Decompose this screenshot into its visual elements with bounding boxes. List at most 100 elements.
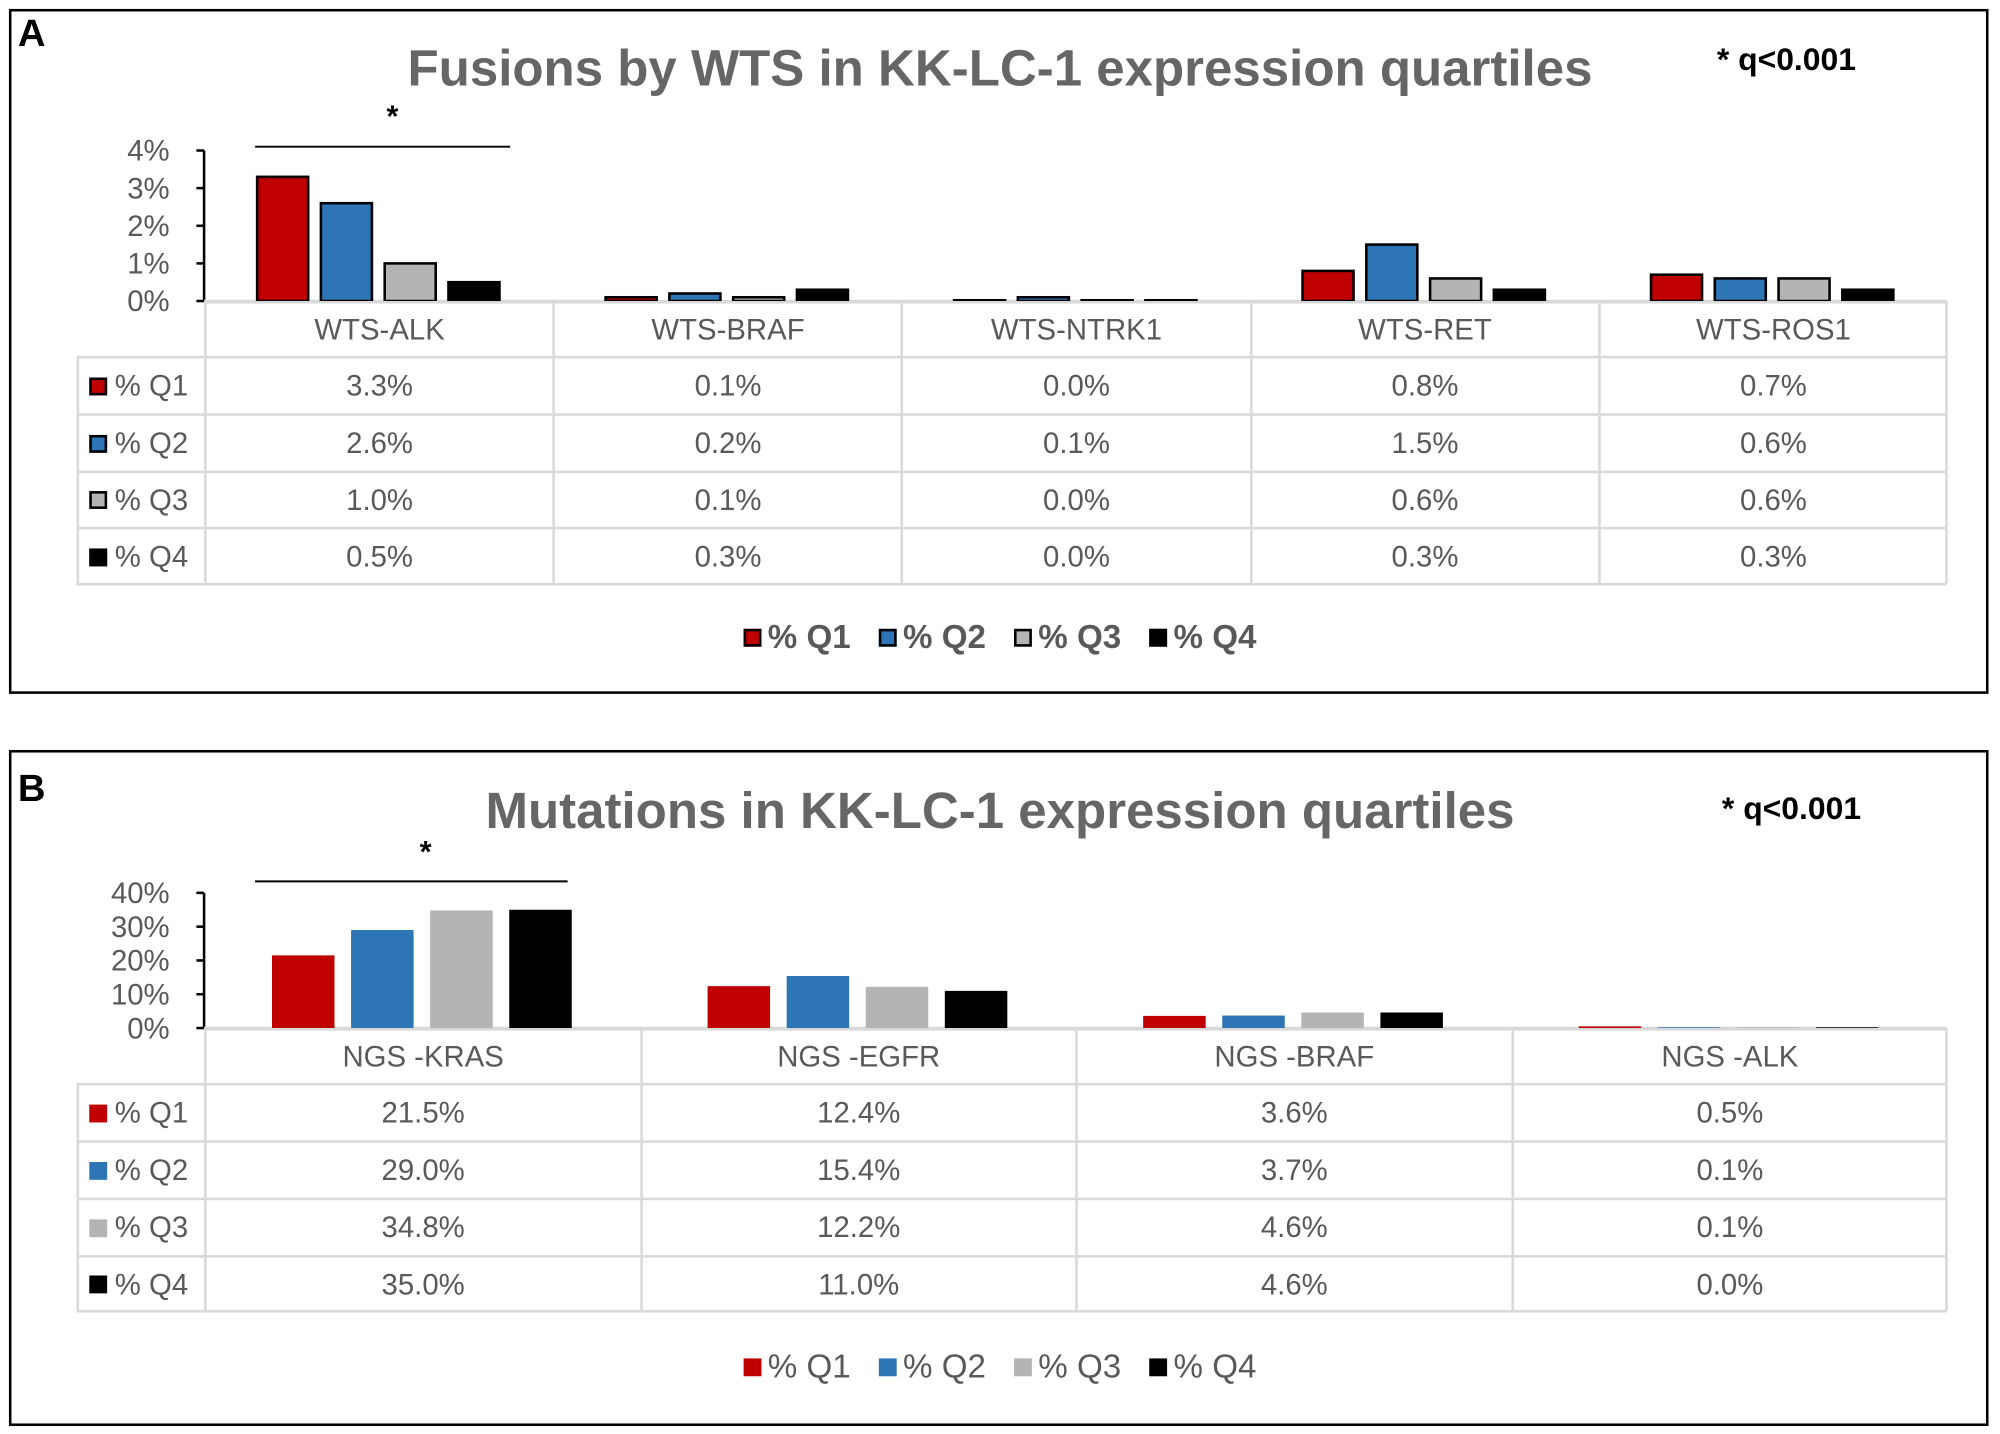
panel-b-bar-q2-2 bbox=[1222, 1015, 1285, 1029]
legend-label: % Q1 bbox=[767, 1346, 851, 1386]
panel-b-y-tick-label: 30% bbox=[111, 911, 170, 944]
panel-a-row-label-text: % Q1 bbox=[114, 368, 189, 402]
panel-b-bar-q2-1 bbox=[786, 975, 850, 1029]
panel-a-y-tick-label: 4% bbox=[127, 135, 169, 168]
panel-b-data-label: 34.8% bbox=[204, 1197, 640, 1256]
panel-b-data-label-text: 0.0% bbox=[1696, 1267, 1764, 1301]
panel-a-data-label: 2.6% bbox=[204, 413, 553, 471]
panel-b-category-label-text: NGS -EGFR bbox=[777, 1039, 941, 1073]
panel-a-row-label: % Q2 bbox=[76, 413, 205, 471]
panel-a-bar-q1-0 bbox=[255, 175, 310, 303]
panel-a-title: Fusions by WTS in KK-LC-1 expression qua… bbox=[407, 40, 1593, 97]
panel-a-frame bbox=[8, 8, 1989, 694]
panel-a-data-label: 0.3% bbox=[1597, 526, 1947, 585]
panel-b-bar-q2-0 bbox=[351, 930, 414, 1029]
panel-b-category-label: NGS -ALK bbox=[1510, 1028, 1947, 1083]
panel-b-category-label: NGS -BRAF bbox=[1075, 1028, 1511, 1083]
panel-b-bar-q3-1 bbox=[865, 986, 929, 1029]
panel-b-category-label: NGS -EGFR bbox=[639, 1028, 1076, 1083]
panel-a-data-label-text: 0.5% bbox=[346, 539, 414, 573]
panel-b-data-label: 0.1% bbox=[1510, 1197, 1947, 1256]
panel-a-annotation: * q<0.001 bbox=[1716, 42, 1856, 78]
panel-a-category-label: WTS-RET bbox=[1249, 301, 1598, 356]
panel-a-y-tick-label: 0% bbox=[127, 285, 169, 318]
panel-b-data-label: 12.2% bbox=[639, 1197, 1076, 1256]
panel-a-data-label: 0.8% bbox=[1249, 355, 1598, 414]
panel-b-data-label: 15.4% bbox=[639, 1140, 1076, 1198]
panel-a-data-label: 0.2% bbox=[552, 413, 901, 471]
panel-b-data-label: 35.0% bbox=[204, 1255, 640, 1312]
panel-a-data-label: 1.0% bbox=[204, 470, 553, 527]
panel-a-bar-q1-3 bbox=[1301, 269, 1355, 303]
panel-b-row-label-text: % Q3 bbox=[114, 1210, 189, 1244]
panel-b-bar-q4-1 bbox=[944, 990, 1008, 1029]
panel-b-row-swatch-icon bbox=[89, 1218, 108, 1237]
panel-a-category-label-text: WTS-ALK bbox=[314, 312, 445, 346]
panel-a-data-label: 3.3% bbox=[204, 355, 553, 414]
legend-label: % Q4 bbox=[1173, 617, 1257, 656]
panel-a-category-label: WTS-NTRK1 bbox=[901, 301, 1250, 356]
panel-b-y-tick-label: 20% bbox=[111, 945, 170, 978]
panel-b-data-label-text: 15.4% bbox=[817, 1153, 901, 1187]
panel-a-legend-item-q1: % Q1 bbox=[743, 617, 851, 657]
panel-a-row-label: % Q3 bbox=[76, 470, 205, 527]
panel-b-legend-item-q4: % Q4 bbox=[1149, 1347, 1256, 1387]
panel-a-category-label-text: WTS-BRAF bbox=[651, 312, 805, 346]
panel-a-data-label-text: 0.7% bbox=[1740, 368, 1807, 402]
panel-b-data-label-text: 0.5% bbox=[1696, 1095, 1764, 1129]
panel-a-category-label: WTS-ROS1 bbox=[1597, 301, 1947, 356]
legend-swatch-icon bbox=[743, 1357, 762, 1376]
legend-label: % Q2 bbox=[903, 1346, 986, 1386]
panel-a-category-label: WTS-ALK bbox=[204, 301, 553, 356]
panel-b-legend-item-q1: % Q1 bbox=[743, 1346, 851, 1387]
panel-a-row-label: % Q4 bbox=[76, 526, 205, 585]
panel-b-row-label-text: % Q1 bbox=[114, 1095, 189, 1129]
panel-a-row-label-text: % Q4 bbox=[114, 539, 189, 573]
panel-a-data-label-text: 0.6% bbox=[1740, 426, 1807, 460]
panel-b-data-label-text: 12.2% bbox=[817, 1210, 901, 1244]
panel-b-data-label: 4.6% bbox=[1075, 1255, 1511, 1312]
panel-a-data-label-text: 2.6% bbox=[346, 426, 414, 460]
panel-a-row-swatch-icon bbox=[89, 547, 108, 566]
panel-b-legend: % Q1 % Q2 % Q3 % Q4 bbox=[0, 1347, 2000, 1387]
panel-b-data-label: 11.0% bbox=[639, 1255, 1076, 1312]
panel-b-row-label: % Q4 bbox=[76, 1255, 205, 1312]
panel-a-row-label-text: % Q2 bbox=[114, 426, 189, 460]
panel-a-category-label: WTS-BRAF bbox=[552, 301, 901, 356]
panel-b-data-label: 0.1% bbox=[1510, 1140, 1947, 1198]
panel-a-data-label-text: 0.6% bbox=[1391, 482, 1459, 516]
panel-a-data-label-text: 1.0% bbox=[346, 482, 414, 516]
panel-a-data-label-text: 1.5% bbox=[1391, 426, 1459, 460]
panel-b-y-tick-label: 10% bbox=[111, 978, 170, 1011]
legend-swatch-icon bbox=[1149, 1357, 1168, 1376]
panel-a-data-label: 0.6% bbox=[1597, 413, 1947, 471]
panel-b-legend-item-q2: % Q2 bbox=[878, 1346, 986, 1387]
panel-b-label: B bbox=[17, 767, 46, 810]
panel-a-legend-item-q4: % Q4 bbox=[1149, 617, 1256, 657]
legend-label: % Q3 bbox=[1038, 617, 1122, 656]
panel-a-data-label: 0.3% bbox=[1249, 526, 1598, 585]
panel-b-bar-q4-0 bbox=[509, 909, 572, 1029]
panel-b-data-label-text: 3.7% bbox=[1260, 1153, 1328, 1187]
panel-b-significance-star: * bbox=[419, 835, 432, 870]
panel-a-data-label: 0.1% bbox=[552, 355, 901, 414]
panel-a-data-label-text: 0.1% bbox=[694, 368, 762, 402]
panel-a-row-label-text: % Q3 bbox=[114, 482, 189, 516]
panel-b-y-tick-label: 0% bbox=[127, 1012, 169, 1045]
legend-swatch-icon bbox=[878, 1357, 897, 1376]
panel-b-bar-q3-3 bbox=[1736, 1027, 1800, 1029]
panel-b-row-label: % Q1 bbox=[76, 1082, 205, 1141]
panel-b-bar-q4-2 bbox=[1380, 1012, 1443, 1029]
panel-b-bar-q1-1 bbox=[707, 986, 771, 1029]
panel-b-data-label-text: 35.0% bbox=[381, 1267, 465, 1301]
panel-b-data-label: 29.0% bbox=[204, 1140, 640, 1198]
panel-b-row-label: % Q3 bbox=[76, 1197, 205, 1256]
legend-label: % Q4 bbox=[1173, 1346, 1257, 1386]
panel-b-data-label-text: 34.8% bbox=[381, 1210, 465, 1244]
panel-a-data-label: 1.5% bbox=[1249, 413, 1598, 471]
panel-b-data-label-text: 12.4% bbox=[817, 1095, 901, 1129]
panel-a-data-label-text: 0.1% bbox=[694, 482, 762, 516]
panel-b-data-label: 21.5% bbox=[204, 1082, 640, 1141]
